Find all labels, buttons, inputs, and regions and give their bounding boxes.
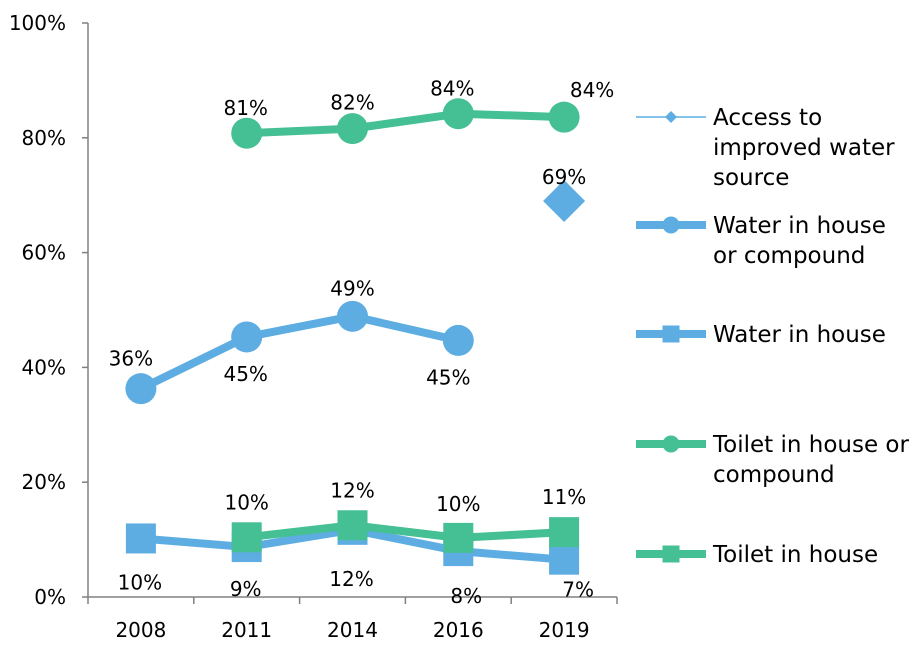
data-point: [443, 522, 474, 553]
data-point: [231, 321, 263, 353]
data-point: [337, 300, 368, 332]
data-label: 12%: [329, 567, 373, 591]
y-tick-label: 40%: [22, 355, 66, 379]
data-point: [337, 113, 368, 145]
data-label: 9%: [230, 577, 262, 601]
legend-item: Toilet in house: [636, 542, 878, 568]
data-label: 82%: [330, 91, 374, 115]
series-line: [246, 521, 565, 542]
legend-label: source: [713, 165, 789, 191]
legend-item: Toilet in house or compound: [636, 432, 909, 488]
data-label: 69%: [542, 165, 586, 189]
data-label: 45%: [223, 362, 267, 386]
legend-label: compound: [713, 462, 835, 488]
data-label: 84%: [430, 77, 474, 101]
legend-swatch-marker: [662, 435, 680, 453]
data-label: 49%: [330, 276, 374, 300]
legend-swatch-marker: [662, 325, 680, 343]
y-tick-label: 0%: [34, 585, 66, 609]
data-label: 45%: [426, 365, 470, 389]
data-point: [549, 544, 580, 575]
legend: Access to improved water source Water in ho…: [636, 105, 909, 568]
y-tick-label: 60%: [22, 241, 66, 265]
data-point: [549, 517, 580, 548]
y-tick-label: 80%: [22, 126, 66, 150]
legend-swatch-marker: [662, 216, 680, 234]
data-label: 36%: [109, 347, 153, 371]
data-point: [231, 522, 262, 553]
data-point: [125, 373, 157, 405]
data-point: [442, 98, 474, 130]
x-tick-label: 2011: [221, 618, 272, 642]
data-label: 10%: [436, 492, 480, 516]
data-point: [125, 523, 156, 554]
legend-label: or compound: [713, 243, 865, 269]
y-tick-label: 100%: [9, 11, 66, 35]
y-tick-label: 20%: [22, 470, 66, 494]
x-tick-label: 2008: [115, 618, 166, 642]
legend-item: Access to improved water source: [636, 105, 895, 191]
series-1: [125, 300, 474, 405]
series-3: [231, 98, 580, 149]
data-point: [543, 179, 586, 222]
legend-swatch-marker: [662, 545, 680, 563]
x-tick-label: 2019: [539, 618, 590, 642]
legend-swatch-marker: [665, 111, 677, 123]
data-label: 10%: [118, 570, 162, 594]
data-label: 10%: [224, 490, 268, 514]
data-label: 12%: [330, 478, 374, 502]
legend-label: Water in house: [713, 322, 886, 348]
x-tick-label: 2014: [327, 618, 378, 642]
legend-item: Water in house or compound: [636, 213, 886, 269]
axes: 0% 20% 40% 60% 80% 100% 2008 2011 2014 2016 2019: [9, 11, 618, 642]
series-4: [231, 510, 580, 553]
series-layer: [125, 98, 586, 575]
series-line: [246, 109, 565, 138]
legend-item: Water in house: [636, 322, 886, 348]
series-0: [543, 179, 586, 222]
data-point: [231, 117, 263, 149]
legend-label: improved water: [713, 135, 895, 161]
series-line: [139, 312, 460, 393]
data-point: [442, 324, 474, 356]
data-labels: 69% 36% 45% 49% 45% 10% 9% 12% 8% 7% 81% 82% 84% 84% 1…: [109, 77, 615, 608]
data-point: [548, 101, 580, 133]
data-label: 11%: [542, 485, 586, 509]
data-label: 81%: [223, 96, 267, 120]
legend-label: Water in house: [713, 213, 886, 239]
legend-label: Access to: [713, 105, 822, 131]
legend-label: Toilet in house or: [712, 432, 909, 458]
x-tick-label: 2016: [433, 618, 484, 642]
data-label: 84%: [570, 78, 614, 102]
data-point: [337, 510, 368, 541]
data-label: 7%: [562, 578, 594, 602]
data-label: 8%: [450, 584, 482, 608]
legend-label: Toilet in house: [712, 542, 878, 568]
